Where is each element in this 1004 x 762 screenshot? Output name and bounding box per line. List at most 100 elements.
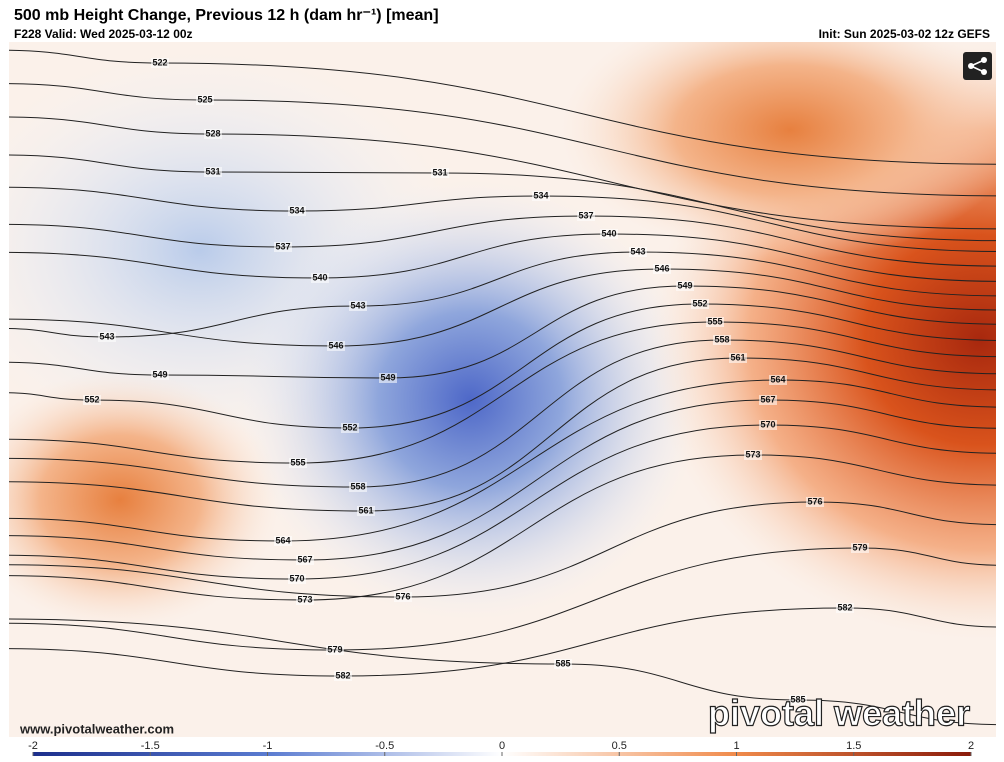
contour-label: 537 — [275, 241, 290, 251]
contour-label-bg — [296, 555, 314, 565]
contour-label-bg — [274, 242, 292, 252]
contour-label: 552 — [692, 298, 707, 308]
contour-label-bg — [327, 341, 345, 351]
contour-label: 525 — [197, 94, 212, 104]
contour-label: 558 — [350, 481, 365, 491]
contour-label-bg — [769, 375, 787, 385]
contour-label: 531 — [432, 167, 447, 177]
contour-label-bg — [836, 603, 854, 613]
colorbar-tick-label: 0.5 — [612, 740, 627, 752]
contour-label-bg — [600, 229, 618, 239]
contour-label-bg — [554, 659, 572, 669]
contour-line — [9, 357, 996, 512]
contour-label: 570 — [760, 419, 775, 429]
contour-label: 567 — [297, 554, 312, 564]
contour-label: 582 — [335, 670, 350, 680]
contour-label-bg — [341, 423, 359, 433]
share-bg[interactable] — [963, 52, 992, 80]
contour-label-bg — [691, 299, 709, 309]
colorbar-tick-label: 1.5 — [846, 740, 861, 752]
share-button[interactable] — [963, 52, 992, 80]
contour-label-bg — [357, 506, 375, 516]
contour-label-bg — [759, 420, 777, 430]
title: 500 mb Height Change, Previous 12 h (dam… — [14, 7, 439, 24]
contour-label: 561 — [358, 505, 373, 515]
contour-label-bg — [349, 301, 367, 311]
contour-label: 540 — [601, 228, 616, 238]
contour-label-bg — [759, 395, 777, 405]
contour-line — [9, 154, 996, 242]
shade — [560, 42, 996, 260]
contour-label-bg — [311, 273, 329, 283]
contours — [9, 49, 996, 726]
contour-label-bg — [379, 373, 397, 383]
colorbar-tick-label: 1 — [733, 740, 739, 752]
contour-label: 543 — [630, 246, 645, 256]
contour-label: 564 — [770, 374, 785, 384]
contour-label: 534 — [533, 190, 548, 200]
contour-line — [9, 399, 996, 561]
contour-label: 543 — [350, 300, 365, 310]
contour-line — [9, 116, 996, 230]
contour-label-bg — [394, 592, 412, 602]
contour-label-bg — [789, 695, 807, 705]
contour-line — [9, 233, 996, 282]
contour-label: 552 — [342, 422, 357, 432]
contour-label-bg — [577, 211, 595, 221]
contour-label-bg — [196, 95, 214, 105]
contour-label: 546 — [328, 340, 343, 350]
contour-label: 537 — [578, 210, 593, 220]
contour-label: 555 — [290, 457, 305, 467]
contour-label-bg — [653, 264, 671, 274]
contour-label: 570 — [289, 573, 304, 583]
contour-label: 564 — [275, 535, 290, 545]
contour-label: 573 — [745, 449, 760, 459]
contour-label: 573 — [297, 594, 312, 604]
colorbar-ticks: -2 -1.5 -1 -0.5 0 0.5 1 1.5 2 — [28, 740, 974, 756]
contour-label: 528 — [205, 128, 220, 138]
contour-label-bg — [706, 317, 724, 327]
contour-label: 576 — [807, 496, 822, 506]
contour-line — [9, 215, 996, 267]
contour-line — [9, 454, 996, 601]
contour-label-bg — [288, 206, 306, 216]
contour-label-bg — [729, 353, 747, 363]
shade — [240, 180, 700, 620]
contour-label-bg — [83, 395, 101, 405]
contour-line — [9, 268, 996, 347]
contour-line — [9, 186, 996, 252]
contour-label: 543 — [99, 331, 114, 341]
contour-label: 585 — [790, 694, 805, 704]
contour-label: 552 — [84, 394, 99, 404]
contour-label: 579 — [327, 644, 342, 654]
contour-line — [9, 618, 996, 726]
contour-line — [9, 424, 996, 580]
contour-label-bg — [806, 497, 824, 507]
website: www.pivotalweather.com — [19, 721, 174, 736]
contour-label: 531 — [205, 166, 220, 176]
contour-label: 534 — [289, 205, 304, 215]
contour-label: 546 — [654, 263, 669, 273]
contour-label-bg — [288, 574, 306, 584]
contour-label-bg — [713, 335, 731, 345]
contour-label: 540 — [312, 272, 327, 282]
contour-label-bg — [98, 332, 116, 342]
contour-line — [9, 501, 996, 598]
contour-line — [9, 607, 996, 677]
contour-line — [9, 49, 996, 165]
contour-label: 576 — [395, 591, 410, 601]
contour-line — [9, 83, 996, 197]
contour-label: 549 — [152, 369, 167, 379]
contour-line — [9, 321, 996, 464]
contour-label-bg — [296, 595, 314, 605]
contour-label-bg — [532, 191, 550, 201]
colorbar-tick-label: -0.5 — [375, 740, 394, 752]
contour-line — [9, 547, 996, 651]
contour-label-bg — [204, 167, 222, 177]
colorbar-tick-label: 0 — [499, 740, 505, 752]
contour-label-bg — [326, 645, 344, 655]
contour-line — [9, 379, 996, 542]
contour-label: 561 — [730, 352, 745, 362]
colorbar-tick-label: -1.5 — [141, 740, 160, 752]
contour-label: 549 — [380, 372, 395, 382]
